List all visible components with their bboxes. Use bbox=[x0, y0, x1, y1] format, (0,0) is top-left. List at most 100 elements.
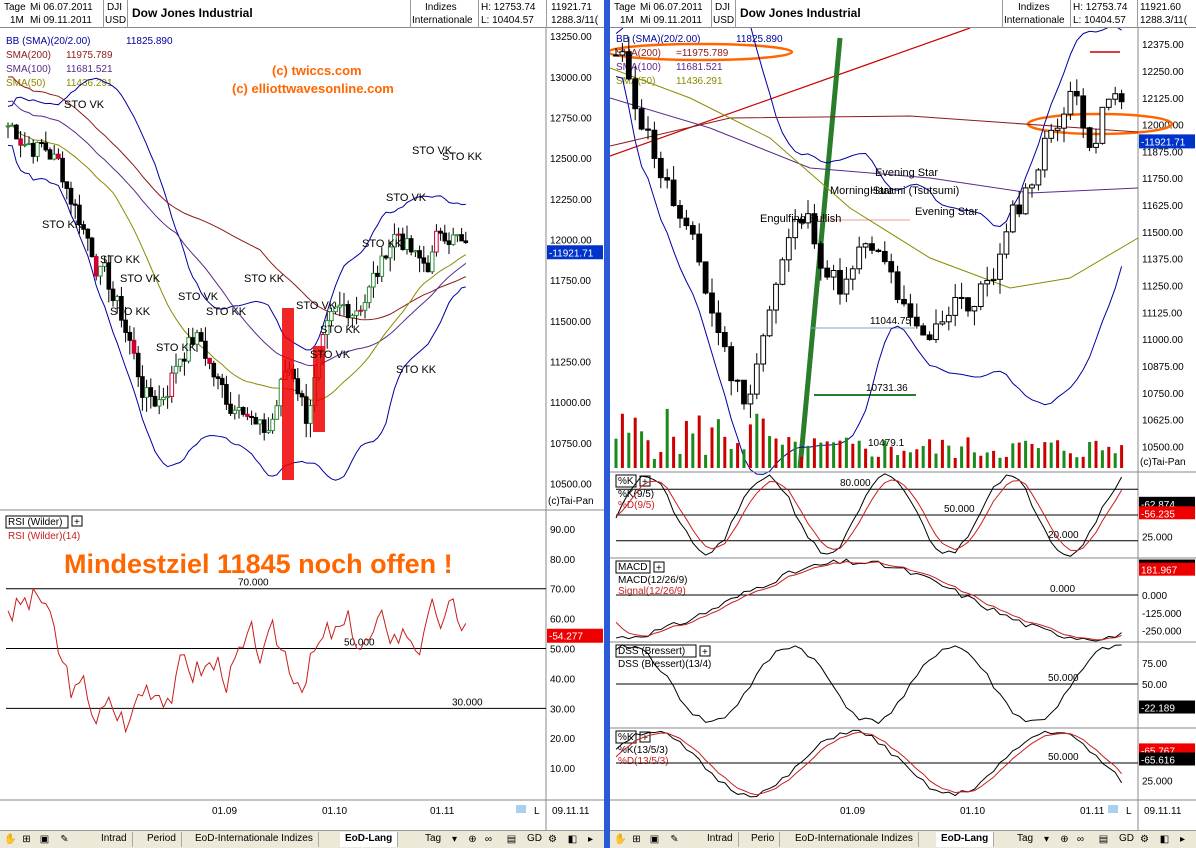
zoom-icon[interactable]: ⊕ bbox=[468, 834, 477, 845]
tag-select[interactable]: Tag bbox=[425, 833, 442, 844]
gd-button[interactable]: GD bbox=[527, 833, 542, 844]
volume-bar bbox=[806, 445, 810, 468]
pane-divider[interactable] bbox=[604, 0, 610, 848]
candle-body bbox=[110, 288, 116, 301]
volume-bar bbox=[729, 448, 733, 468]
candle-body bbox=[1029, 184, 1035, 189]
candle-body bbox=[140, 376, 145, 398]
candle-body bbox=[1093, 142, 1099, 148]
level-label: 10731.36 bbox=[866, 383, 908, 394]
candle-body bbox=[253, 417, 259, 425]
tab-eod-long[interactable]: EoD-Lang bbox=[936, 832, 995, 847]
stochastic-2-tag: -65.767 bbox=[1141, 746, 1175, 757]
stochastic-level-label: 80.000 bbox=[840, 478, 871, 489]
more-icon[interactable]: ▸ bbox=[587, 834, 594, 845]
grid-icon[interactable]: ⊞ bbox=[632, 834, 641, 845]
expand-icon[interactable]: ◧ bbox=[1159, 834, 1170, 845]
add-indicator-icon bbox=[699, 645, 711, 657]
zoom-icon[interactable]: ⊕ bbox=[1060, 834, 1069, 845]
print-icon[interactable]: ▤ bbox=[1098, 834, 1109, 845]
window-icon[interactable]: ▣ bbox=[39, 834, 50, 845]
macd-level-label: 0.000 bbox=[1050, 584, 1075, 595]
tag-select[interactable]: Tag bbox=[1017, 833, 1034, 844]
left-chart-canvas[interactable]: 13250.00 13000.00 12750.00 12500.00 12250.00… bbox=[0, 28, 604, 830]
candle-body bbox=[333, 306, 338, 313]
candle-body bbox=[375, 272, 380, 277]
tab-eod-international[interactable]: EoD-Internationale Indizes bbox=[190, 832, 319, 847]
legend-entry: BB (SMA)(20/2.00) bbox=[6, 36, 90, 47]
link-icon[interactable]: ∞ bbox=[1076, 834, 1085, 845]
candle-body bbox=[702, 261, 709, 294]
candle-body bbox=[18, 138, 23, 146]
expand-icon[interactable]: ◧ bbox=[567, 834, 578, 845]
right-chart-pane[interactable]: Tage Mi 06.07.2011 DJI 1M Mi 09.11.2011 … bbox=[610, 0, 1196, 848]
start-date: Mi 06.07.2011 bbox=[640, 2, 703, 13]
sto-signal-label: STO KK bbox=[244, 273, 285, 285]
volume-bar bbox=[684, 420, 688, 468]
tab-intraday[interactable]: Intrad bbox=[702, 832, 739, 847]
price-axis-tick: 11500.00 bbox=[550, 317, 591, 328]
volume-bar bbox=[1100, 450, 1104, 468]
candle-body bbox=[354, 310, 359, 316]
right-chart-canvas[interactable]: 12375.00 12250.00 12125.00 12000.00 11875.00… bbox=[610, 28, 1196, 830]
gd-button[interactable]: GD bbox=[1119, 833, 1134, 844]
tab-period[interactable]: Period bbox=[142, 832, 182, 847]
stochastic-tag-box bbox=[1139, 506, 1195, 520]
volume-bar bbox=[761, 418, 765, 468]
window-icon[interactable]: ▣ bbox=[649, 834, 660, 845]
candle-body bbox=[400, 233, 406, 251]
candle-body bbox=[261, 419, 267, 433]
candle-body bbox=[198, 332, 204, 342]
volume-bar bbox=[1011, 443, 1015, 468]
dss-tag-box bbox=[1139, 700, 1195, 714]
cursor-tool-icon[interactable]: ✋ bbox=[614, 834, 627, 845]
candle-body bbox=[56, 153, 61, 159]
plus-icon: + bbox=[642, 477, 648, 488]
candle-body bbox=[677, 205, 683, 219]
dropdown-icon[interactable]: ▾ bbox=[1043, 834, 1050, 845]
session-high: H: 12753.74 bbox=[1073, 2, 1128, 13]
grid-icon[interactable]: ⊞ bbox=[22, 834, 31, 845]
print-icon[interactable]: ▤ bbox=[506, 834, 517, 845]
settings-icon[interactable]: ⚙ bbox=[548, 834, 557, 845]
tab-period[interactable]: Perio bbox=[746, 832, 781, 847]
candle-body bbox=[236, 407, 242, 411]
highlight-box bbox=[282, 308, 294, 480]
volume-bar bbox=[908, 452, 912, 468]
end-date: Mi 09.11.2011 bbox=[640, 15, 702, 26]
price-axis-tick: 10500.00 bbox=[550, 480, 592, 491]
candle-body bbox=[817, 243, 824, 269]
candle-body bbox=[161, 396, 166, 401]
volume-bar bbox=[960, 446, 964, 468]
candle-body bbox=[337, 304, 343, 308]
price-axis-tick: 12125.00 bbox=[1142, 94, 1184, 105]
dropdown-icon[interactable]: ▾ bbox=[451, 834, 458, 845]
volume-bar bbox=[921, 445, 925, 468]
tab-intraday[interactable]: Intrad bbox=[96, 832, 133, 847]
pencil-icon[interactable]: ✎ bbox=[670, 834, 679, 845]
candle-body bbox=[329, 311, 334, 322]
volume-bar bbox=[627, 432, 631, 468]
tab-eod-international[interactable]: EoD-Internationale Indizes bbox=[790, 832, 919, 847]
left-chart-pane[interactable]: Tage Mi 06.07.2011 DJI 1M Mi 09.11.2011 … bbox=[0, 0, 604, 848]
candle-body bbox=[379, 255, 385, 277]
legend-value: =11975.789 bbox=[676, 48, 729, 59]
last-price: 11921.60 bbox=[1140, 2, 1181, 13]
candle-body bbox=[22, 144, 28, 147]
candle-body bbox=[392, 233, 397, 248]
plus-icon: + bbox=[656, 563, 662, 574]
rsi-axis-tick: 50.00 bbox=[550, 645, 575, 656]
more-icon[interactable]: ▸ bbox=[1179, 834, 1186, 845]
volume-bar bbox=[768, 436, 772, 468]
tab-eod-long[interactable]: EoD-Lang bbox=[340, 832, 399, 847]
link-icon[interactable]: ∞ bbox=[484, 834, 493, 845]
settings-icon[interactable]: ⚙ bbox=[1140, 834, 1149, 845]
volume-bar bbox=[838, 440, 842, 468]
price-axis-tick: 10625.00 bbox=[1142, 416, 1184, 427]
cursor-tool-icon[interactable]: ✋ bbox=[4, 834, 17, 845]
volume-bar bbox=[620, 413, 624, 468]
candle-body bbox=[670, 179, 677, 207]
volume-bar bbox=[646, 440, 650, 468]
candle-body bbox=[362, 302, 368, 311]
pencil-icon[interactable]: ✎ bbox=[60, 834, 69, 845]
